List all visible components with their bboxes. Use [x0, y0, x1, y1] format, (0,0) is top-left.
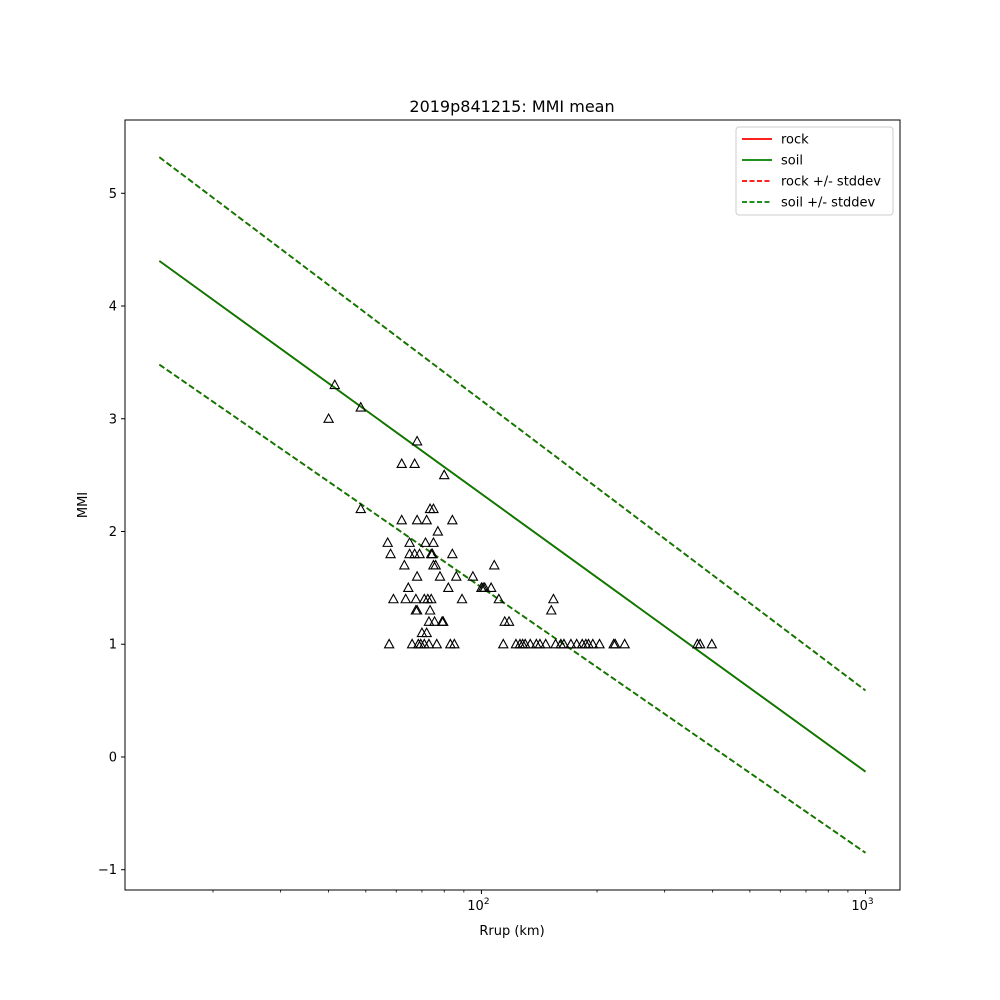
data-point-35 [423, 615, 435, 626]
data-point-20 [411, 435, 423, 446]
y-tick-label-4: 3 [109, 412, 117, 427]
data-point-31 [421, 514, 433, 525]
data-point-90 [609, 638, 621, 649]
data-point-65 [493, 593, 505, 604]
data-point-44 [429, 615, 441, 626]
data-point-68 [503, 615, 515, 626]
data-point-42 [427, 536, 439, 547]
data-point-87 [587, 638, 599, 649]
series-line-5 [158, 363, 866, 854]
legend-label-3: soil +/- stddev [781, 196, 876, 211]
x-tick-label-exp-1: 3 [868, 897, 874, 907]
data-point-78 [547, 593, 559, 604]
plot-area [125, 120, 900, 890]
data-point-45 [430, 559, 442, 570]
y-tick-label-1: 0 [109, 750, 117, 765]
data-point-36 [424, 604, 436, 615]
data-point-93 [694, 638, 706, 649]
data-point-41 [427, 503, 439, 514]
data-point-54 [446, 514, 458, 525]
data-point-83 [571, 638, 583, 649]
data-point-55 [446, 548, 458, 559]
y-axis: −1 0 1 2 3 4 5 [98, 187, 125, 878]
x-axis-label: Rrup (km) [479, 924, 544, 939]
model-lines [158, 156, 867, 854]
y-tick-label-5: 4 [109, 300, 117, 315]
x-tick-label-base-0: 10 [467, 899, 484, 914]
data-point-73 [524, 638, 536, 649]
data-point-79 [550, 638, 562, 649]
plot-frame [124, 119, 901, 891]
x-tick-label-base-1: 10 [851, 899, 868, 914]
data-point-18 [410, 593, 422, 604]
data-point-7 [387, 593, 399, 604]
observation-points [323, 378, 718, 649]
legend-frame [735, 126, 894, 216]
data-point-15 [406, 638, 418, 649]
data-point-16 [409, 457, 421, 469]
data-point-13 [404, 536, 416, 547]
data-point-5 [383, 638, 395, 649]
data-point-62 [479, 581, 491, 593]
chart-title: 2019p841215: MMI mean [409, 97, 614, 116]
data-point-82 [565, 638, 577, 649]
data-point-47 [432, 525, 444, 536]
data-point-51 [438, 469, 450, 480]
data-point-0 [323, 412, 335, 423]
data-point-77 [545, 604, 557, 615]
data-point-22 [411, 570, 423, 581]
x-tick-label-1: 103 [851, 897, 873, 914]
data-point-11 [400, 593, 412, 604]
data-point-12 [402, 581, 414, 593]
legend: rock soil rock +/- stddev soil +/- stddev [735, 126, 894, 216]
legend-label-0: rock [781, 133, 809, 148]
series-line-1 [158, 260, 866, 773]
data-point-40 [426, 548, 438, 559]
data-point-46 [431, 638, 443, 649]
data-point-76 [540, 638, 552, 649]
data-point-39 [425, 593, 437, 604]
data-point-52 [442, 581, 454, 593]
data-point-59 [467, 570, 479, 581]
data-point-94 [706, 638, 718, 649]
series-line-4 [158, 156, 867, 692]
x-tick-label-0: 102 [467, 897, 489, 914]
legend-label-2: rock +/- stddev [781, 175, 881, 190]
y-tick-label-3: 2 [109, 525, 117, 540]
data-point-56 [448, 638, 460, 649]
data-point-25 [414, 548, 426, 559]
data-point-66 [497, 638, 509, 649]
data-point-3 [355, 503, 367, 514]
y-tick-label-2: 1 [109, 638, 117, 653]
data-point-23 [411, 604, 423, 615]
data-point-30 [419, 536, 432, 547]
data-point-34 [423, 638, 435, 649]
legend-label-1: soil [781, 154, 803, 169]
data-point-8 [396, 457, 408, 469]
data-point-50 [437, 615, 449, 626]
y-tick-label-0: −1 [98, 863, 117, 878]
data-point-1 [329, 378, 341, 390]
data-point-57 [450, 570, 462, 581]
x-tick-label-exp-0: 2 [484, 897, 490, 907]
data-point-2 [355, 401, 367, 412]
y-tick-label-6: 5 [109, 187, 117, 202]
data-point-91 [619, 638, 631, 649]
data-point-64 [488, 559, 500, 570]
data-point-58 [456, 593, 468, 604]
y-axis-label: MMI [76, 492, 91, 518]
data-point-10 [398, 559, 410, 570]
data-point-88 [593, 638, 606, 649]
data-point-21 [411, 514, 423, 525]
data-point-6 [385, 548, 397, 559]
data-point-75 [534, 638, 546, 649]
data-point-63 [485, 581, 497, 593]
x-axis: 102 103 [212, 890, 874, 914]
data-point-9 [396, 514, 408, 525]
data-point-4 [382, 536, 394, 547]
data-point-81 [558, 638, 570, 649]
data-point-32 [421, 627, 433, 638]
data-point-48 [434, 570, 446, 581]
